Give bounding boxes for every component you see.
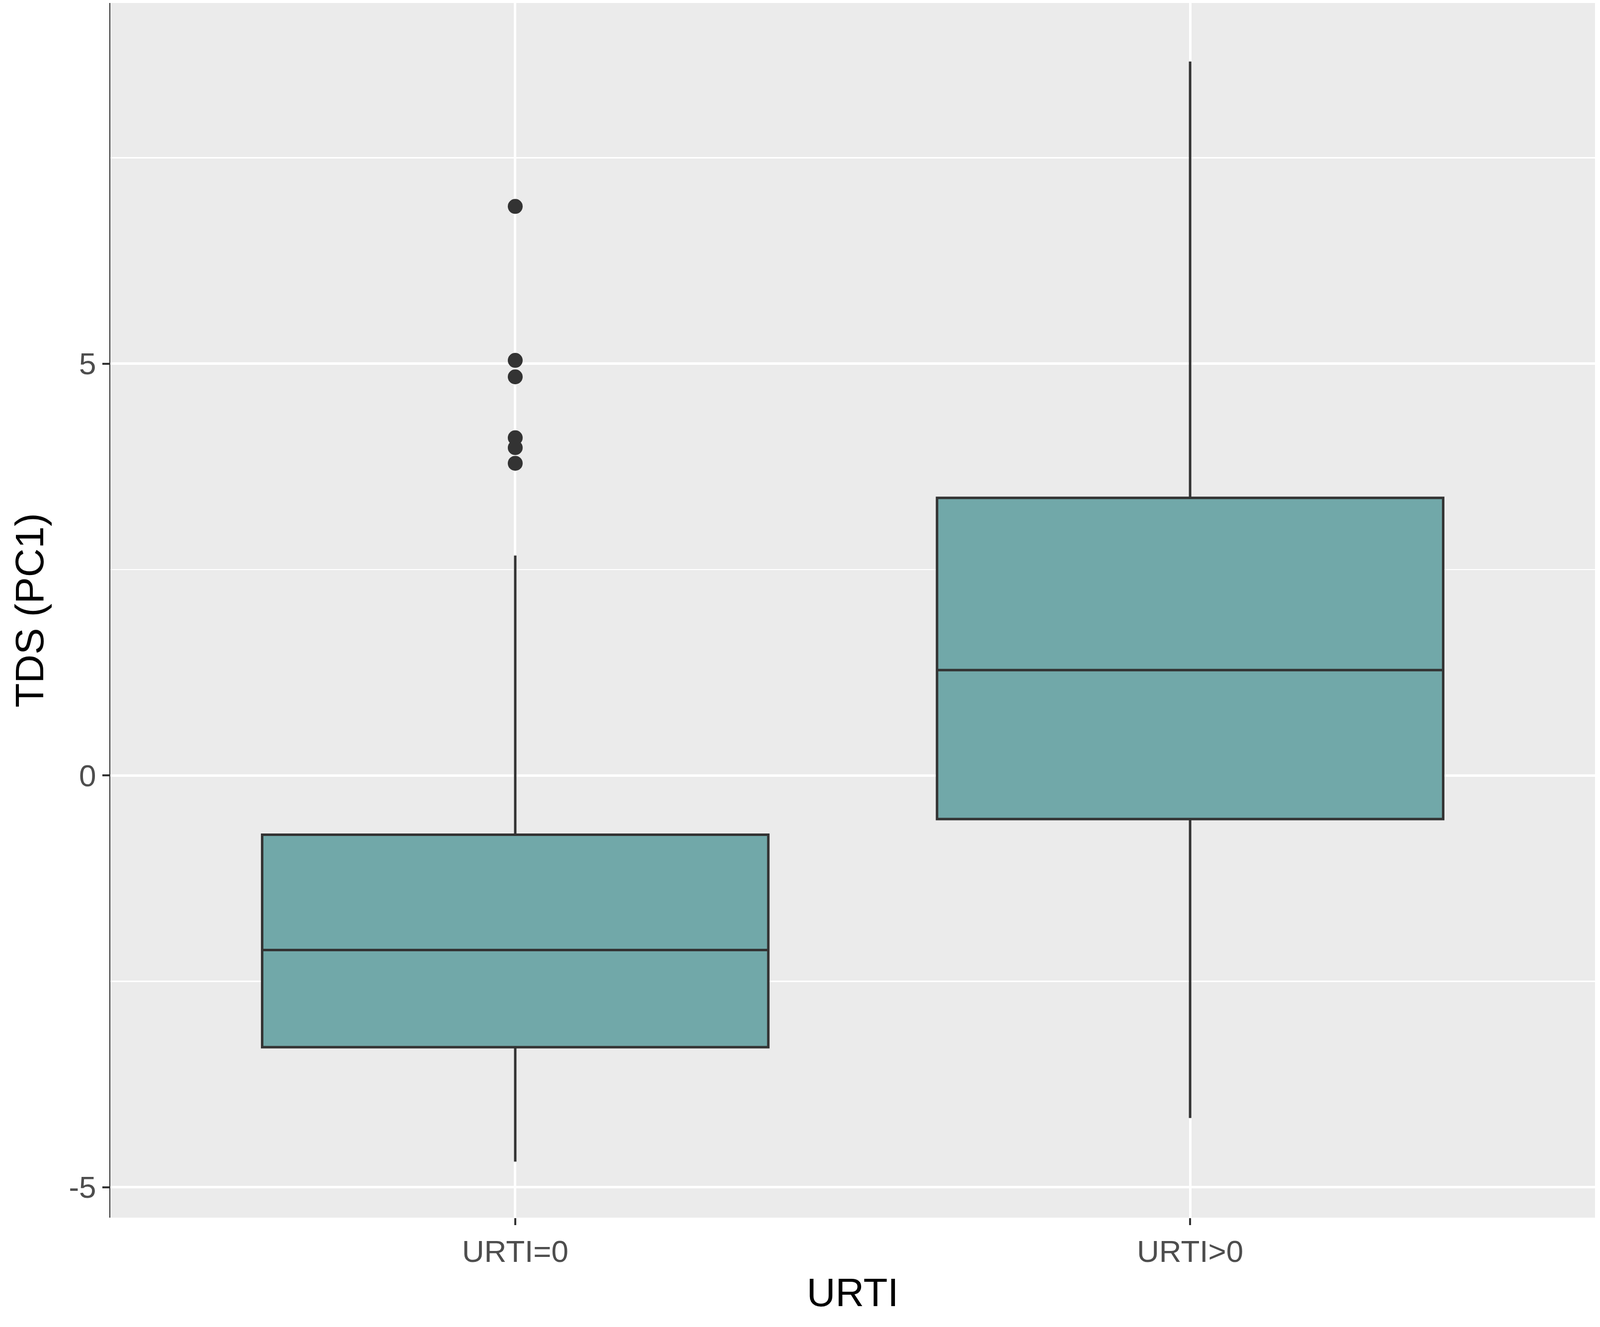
svg-text:5: 5: [79, 346, 96, 381]
svg-text:0: 0: [79, 758, 96, 793]
svg-text:URTI: URTI: [806, 1270, 899, 1315]
svg-text:-5: -5: [68, 1169, 96, 1204]
svg-text:URTI=0: URTI=0: [462, 1233, 569, 1269]
svg-text:URTI>0: URTI>0: [1136, 1233, 1244, 1269]
svg-text:TDS (PC1): TDS (PC1): [7, 512, 52, 708]
